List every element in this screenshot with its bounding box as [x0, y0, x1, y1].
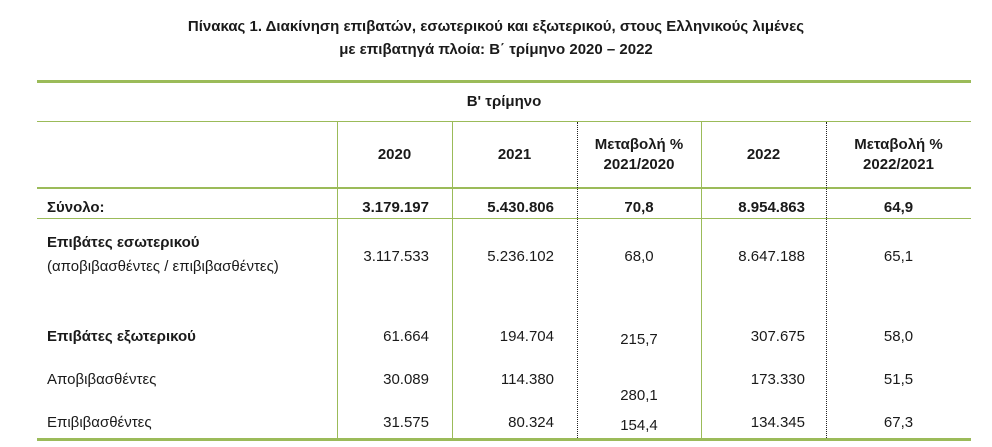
col-header-change-2021-2020: Μεταβολή % 2021/2020	[577, 135, 701, 175]
total-row-rule	[37, 218, 971, 219]
table-title-line-1: Πίνακας 1. Διακίνηση επιβατών, εσωτερικο…	[187, 18, 805, 35]
row-total-change-1: 70,8	[624, 199, 654, 216]
row-embarked-2020: 31.575	[383, 414, 429, 431]
col-divider-1	[337, 122, 338, 438]
row-disembarked-label: Αποβιβασθέντες	[47, 371, 157, 388]
header-rule-2	[37, 187, 971, 189]
col-header-2021: 2021	[497, 146, 532, 163]
row-domestic-change-1: 68,0	[624, 248, 654, 265]
col-divider-3	[577, 122, 578, 438]
row-total-2020: 3.179.197	[362, 199, 429, 216]
row-disembarked-2021: 114.380	[500, 371, 554, 388]
col-divider-5	[826, 122, 827, 438]
table-title-line-2: με επιβατηγά πλοία: Β΄ τρίμηνο 2020 – 20…	[339, 41, 653, 58]
row-disembarked-2020: 30.089	[383, 371, 429, 388]
change-header-line-2: 2022/2021	[863, 156, 934, 173]
change-header-line-1: Μεταβολή %	[594, 136, 684, 153]
row-embarked-change-2: 67,3	[883, 414, 914, 431]
row-international-change-2: 58,0	[883, 328, 914, 345]
row-total-label: Σύνολο:	[47, 199, 105, 216]
row-embarked-2022: 134.345	[750, 414, 805, 431]
row-international-2020: 61.664	[383, 328, 429, 345]
row-total-2021: 5.430.806	[487, 199, 554, 216]
table-top-rule	[37, 80, 971, 83]
passenger-table: Β' τρίμηνο 2020 2021 Μεταβολή % 2021/202…	[37, 80, 971, 442]
change-header-line-1: Μεταβολή %	[854, 136, 943, 153]
row-international-change-1: 215,7	[620, 331, 658, 348]
col-divider-2	[452, 122, 453, 438]
period-header: Β' τρίμηνο	[466, 93, 542, 110]
table-bottom-rule	[37, 438, 971, 441]
col-header-2022: 2022	[746, 146, 781, 163]
change-header-line-2: 2021/2020	[603, 156, 675, 173]
row-domestic-sublabel: (αποβιβασθέντες / επιβιβασθέντες)	[47, 258, 279, 275]
row-disembarked-change-2: 51,5	[883, 371, 914, 388]
row-domestic-label: Επιβάτες εσωτερικού	[47, 234, 200, 251]
row-domestic-2020: 3.117.533	[363, 248, 429, 265]
row-international-label: Επιβάτες εξωτερικού	[47, 328, 196, 345]
col-header-2020: 2020	[377, 146, 412, 163]
row-total-2022: 8.954.863	[738, 199, 805, 216]
row-embarked-change-1: 154,4	[620, 417, 658, 434]
row-domestic-2021: 5.236.102	[487, 248, 554, 265]
row-domestic-2022: 8.647.188	[738, 248, 805, 265]
table-title: Πίνακας 1. Διακίνηση επιβατών, εσωτερικο…	[0, 15, 992, 61]
row-embarked-2021: 80.324	[508, 414, 554, 431]
col-header-change-2022-2021: Μεταβολή % 2022/2021	[826, 135, 971, 175]
row-total-change-2: 64,9	[883, 199, 914, 216]
header-rule-1	[37, 121, 971, 122]
row-disembarked-change-1: 280,1	[620, 387, 658, 404]
row-international-2022: 307.675	[750, 328, 805, 345]
row-embarked-label: Επιβιβασθέντες	[47, 414, 152, 431]
col-divider-4	[701, 122, 702, 438]
row-international-2021: 194.704	[499, 328, 554, 345]
row-disembarked-2022: 173.330	[750, 371, 805, 388]
row-domestic-change-2: 65,1	[883, 248, 914, 265]
